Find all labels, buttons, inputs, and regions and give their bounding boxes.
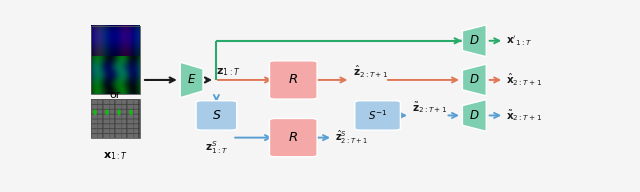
Polygon shape xyxy=(463,25,486,57)
Text: $\mathit{S}$: $\mathit{S}$ xyxy=(212,109,221,122)
Text: $\mathit{D}$: $\mathit{D}$ xyxy=(469,74,479,86)
Polygon shape xyxy=(463,99,486,131)
FancyBboxPatch shape xyxy=(269,118,317,157)
Text: or: or xyxy=(109,90,121,100)
FancyBboxPatch shape xyxy=(355,101,401,130)
Text: $\mathit{D}$: $\mathit{D}$ xyxy=(469,34,479,47)
Text: $\tilde{\mathbf{z}}_{2:T+1}$: $\tilde{\mathbf{z}}_{2:T+1}$ xyxy=(412,100,448,115)
Text: $\hat{\mathbf{z}}_{2:T+1}$: $\hat{\mathbf{z}}_{2:T+1}$ xyxy=(353,64,388,80)
Text: $\mathbf{z}^S_{1:T}$: $\mathbf{z}^S_{1:T}$ xyxy=(205,139,228,156)
FancyBboxPatch shape xyxy=(196,101,237,130)
Text: $\hat{\mathbf{z}}^S_{2:T+1}$: $\hat{\mathbf{z}}^S_{2:T+1}$ xyxy=(335,129,369,146)
Text: $\mathit{D}$: $\mathit{D}$ xyxy=(469,109,479,122)
Text: $\mathit{R}$: $\mathit{R}$ xyxy=(288,131,298,144)
Polygon shape xyxy=(463,64,486,96)
Text: $\mathbf{x}'_{1:T}$: $\mathbf{x}'_{1:T}$ xyxy=(506,34,532,48)
Text: $\mathbf{x}_{1:T}$: $\mathbf{x}_{1:T}$ xyxy=(102,150,128,162)
Bar xyxy=(91,99,140,138)
Text: $\hat{\mathbf{x}}_{2:T+1}$: $\hat{\mathbf{x}}_{2:T+1}$ xyxy=(506,72,541,88)
Polygon shape xyxy=(180,62,203,98)
Text: $\mathit{R}$: $\mathit{R}$ xyxy=(288,74,298,86)
Text: $\mathit{E}$: $\mathit{E}$ xyxy=(187,74,196,86)
Bar xyxy=(91,26,140,94)
Text: $\mathbf{z}_{1:T}$: $\mathbf{z}_{1:T}$ xyxy=(216,66,241,78)
Text: $S^{-1}$: $S^{-1}$ xyxy=(368,108,387,122)
Text: $\tilde{\mathbf{x}}_{2:T+1}$: $\tilde{\mathbf{x}}_{2:T+1}$ xyxy=(506,108,541,123)
FancyBboxPatch shape xyxy=(269,61,317,99)
